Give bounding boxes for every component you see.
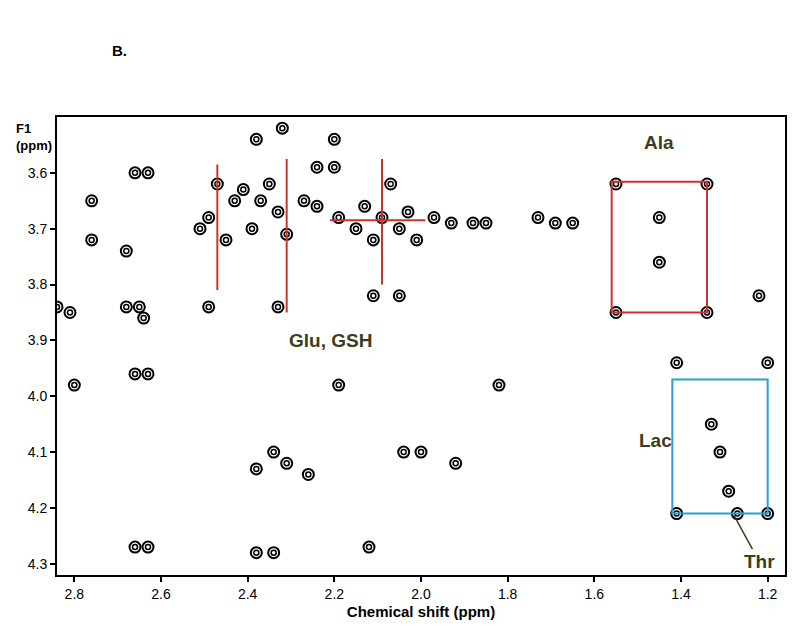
svg-text:2.4: 2.4 (238, 586, 258, 602)
svg-text:4.1: 4.1 (28, 444, 48, 460)
svg-text:3.9: 3.9 (28, 332, 48, 348)
svg-text:1.8: 1.8 (498, 586, 518, 602)
svg-text:Thr: Thr (744, 551, 775, 572)
svg-text:2.0: 2.0 (411, 586, 431, 602)
svg-text:4.3: 4.3 (28, 556, 48, 572)
svg-text:1.4: 1.4 (671, 586, 691, 602)
svg-text:Ala: Ala (644, 132, 674, 153)
svg-text:Chemical shift (ppm): Chemical shift (ppm) (347, 603, 495, 620)
svg-text:3.6: 3.6 (28, 165, 48, 181)
svg-text:2.2: 2.2 (325, 586, 345, 602)
svg-text:4.0: 4.0 (28, 388, 48, 404)
svg-text:2.6: 2.6 (151, 586, 171, 602)
svg-text:2.8: 2.8 (65, 586, 85, 602)
svg-text:Lac: Lac (639, 430, 672, 451)
svg-text:B.: B. (112, 42, 127, 59)
svg-text:3.7: 3.7 (28, 221, 48, 237)
svg-text:F1(ppm): F1(ppm) (16, 121, 52, 153)
svg-text:1.2: 1.2 (758, 586, 778, 602)
svg-text:3.8: 3.8 (28, 276, 48, 292)
svg-text:4.2: 4.2 (28, 500, 48, 516)
svg-text:1.6: 1.6 (585, 586, 605, 602)
svg-text:Glu, GSH: Glu, GSH (289, 330, 372, 351)
